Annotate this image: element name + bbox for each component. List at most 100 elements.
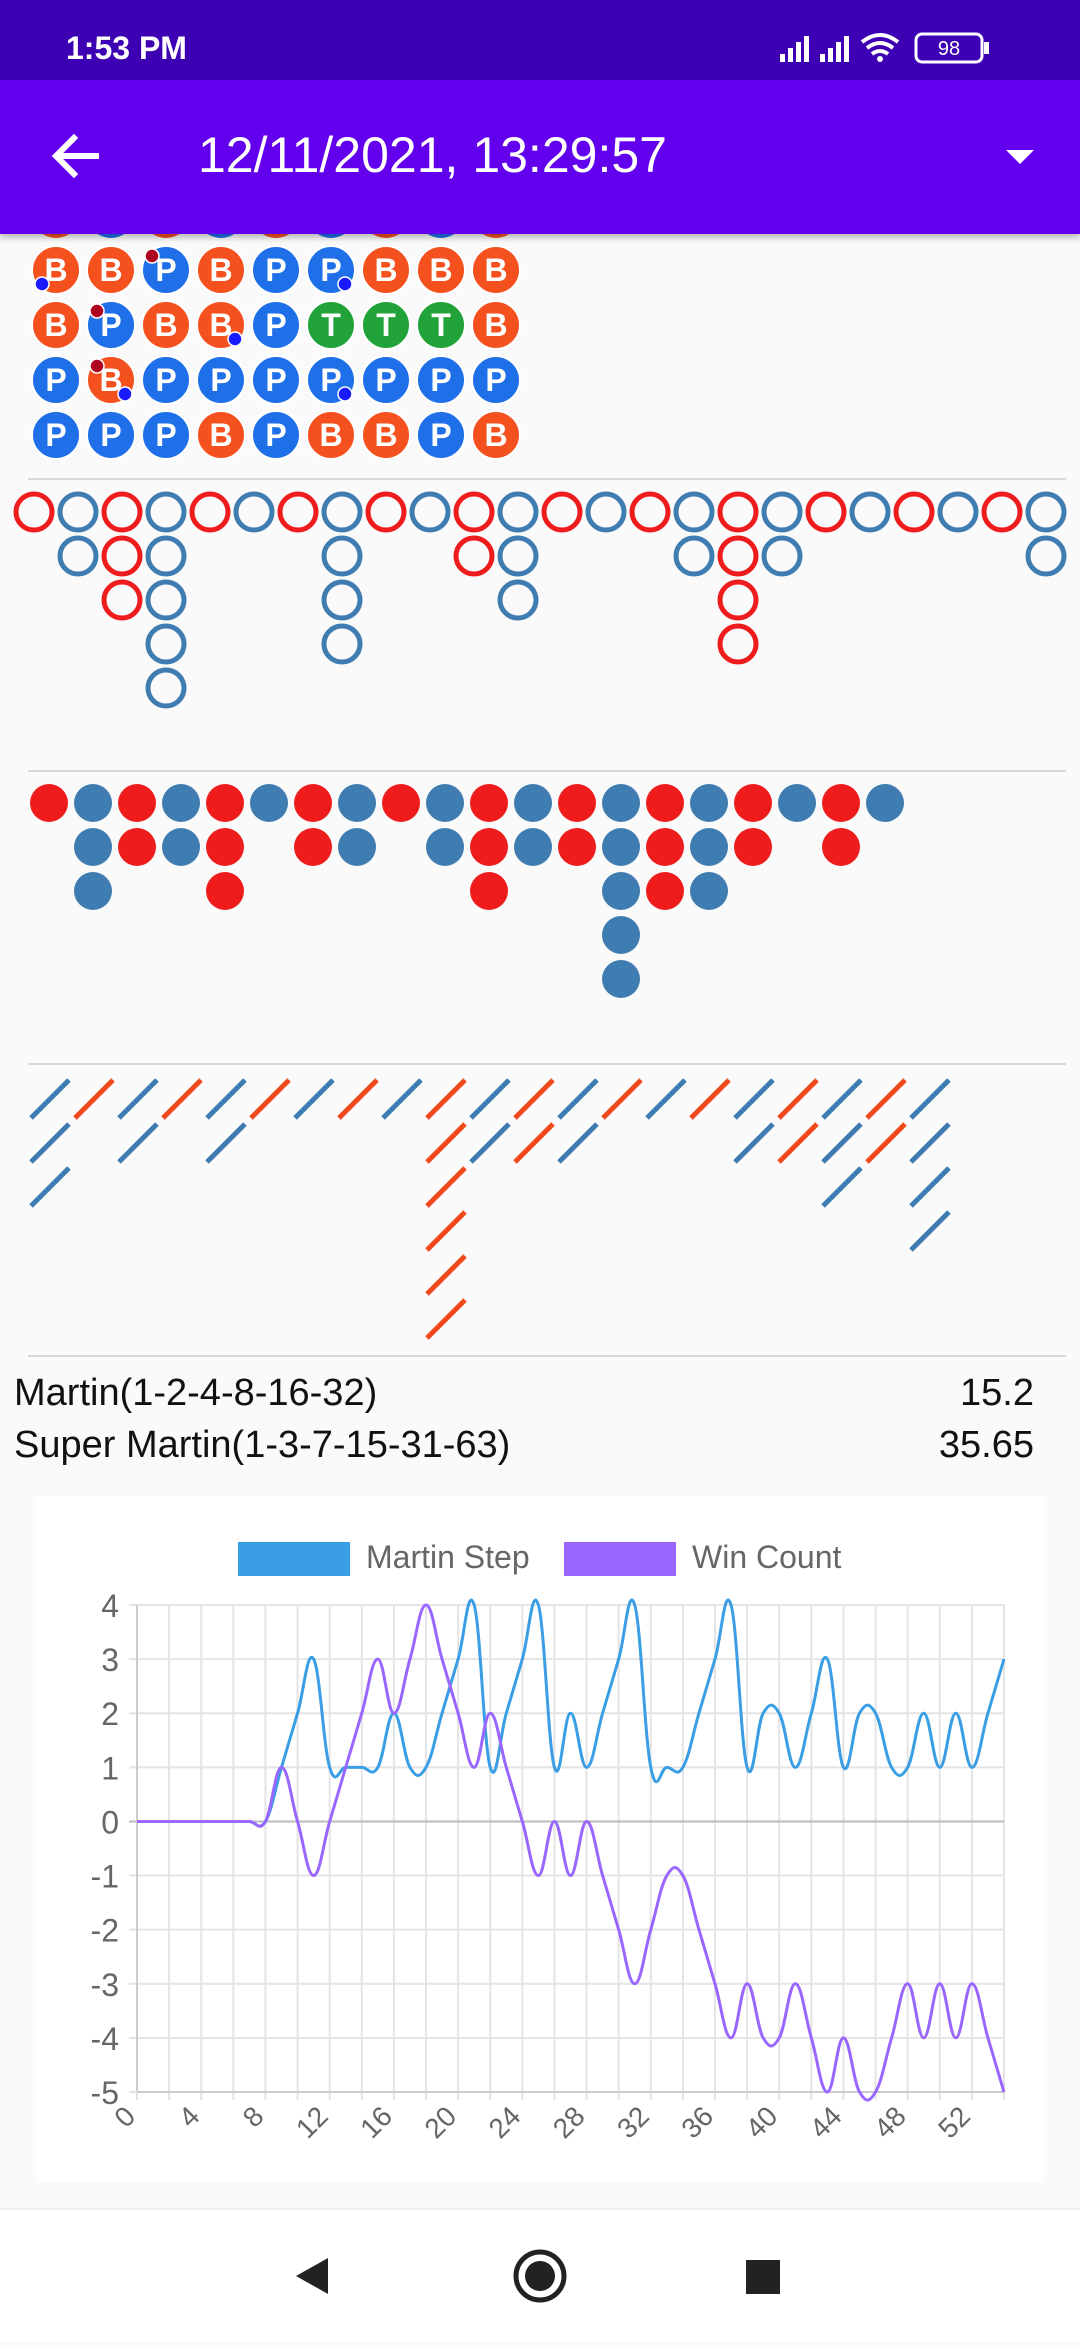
big-eye-ring <box>101 579 143 621</box>
big-eye-ring <box>101 491 143 533</box>
bead-cell: B <box>361 245 411 295</box>
legend-swatch <box>238 1542 350 1576</box>
bead-label: B <box>484 252 507 288</box>
bead-cell: B <box>471 410 521 460</box>
y-tick-label: -2 <box>91 1913 119 1949</box>
cockroach-slash <box>425 1122 467 1164</box>
bead-cell: B <box>416 245 466 295</box>
big-eye-ring <box>145 623 187 665</box>
bead-cell: P <box>251 300 301 350</box>
big-eye-ring <box>321 535 363 577</box>
bead-label: P <box>100 307 121 343</box>
app-bar: 12/11/2021, 13:29:57 <box>0 80 1080 234</box>
small-road-dot <box>338 828 376 866</box>
small-road-dot <box>426 828 464 866</box>
big-eye-ring <box>981 491 1023 533</box>
bead-label: B <box>209 417 232 453</box>
cockroach-slash <box>777 1122 819 1164</box>
cockroach-slash <box>733 1122 775 1164</box>
nav-recents-icon[interactable] <box>746 2260 780 2294</box>
pair-marker <box>34 276 50 292</box>
small-road-dot <box>602 916 640 954</box>
small-road-dot <box>382 784 420 822</box>
legend-label: Win Count <box>692 1539 842 1575</box>
big-eye-ring <box>57 491 99 533</box>
bead-label: B <box>99 362 122 398</box>
bead-cell: T <box>306 300 356 350</box>
bead-label: B <box>44 252 67 288</box>
divider <box>28 1063 1066 1065</box>
cockroach-slash <box>909 1210 951 1252</box>
cockroach-slash <box>909 1122 951 1164</box>
big-eye-ring <box>101 535 143 577</box>
page-title: 12/11/2021, 13:29:57 <box>198 127 667 183</box>
x-tick-label: 36 <box>675 2100 719 2144</box>
cockroach-slash <box>821 1122 863 1164</box>
small-road-dot <box>294 784 332 822</box>
small-road-dot <box>294 828 332 866</box>
small-road-dot <box>778 784 816 822</box>
cockroach-slash <box>337 1078 379 1120</box>
big-eye-ring <box>145 491 187 533</box>
small-road-dot <box>734 784 772 822</box>
stat-label: Martin(1-2-4-8-16-32) <box>14 1372 378 1414</box>
bead-label: P <box>155 362 176 398</box>
x-tick-label: 48 <box>868 2100 912 2144</box>
small-road-dot <box>74 872 112 910</box>
big-eye-ring <box>321 579 363 621</box>
legend-swatch <box>564 1542 676 1576</box>
x-tick-label: 16 <box>354 2100 398 2144</box>
dropdown-arrow-icon[interactable] <box>984 120 1056 192</box>
y-tick-label: -4 <box>91 2021 119 2057</box>
chart-card: Martin Step Win Count 4 3 2 1 0 -1 -2 -3 -4 -5 0 4 8… <box>36 1496 1044 2182</box>
nav-home-icon[interactable] <box>513 2249 567 2303</box>
divider <box>28 1355 1066 1357</box>
bead-label: B <box>154 307 177 343</box>
bead-cell: P <box>416 410 466 460</box>
bead-label: B <box>484 417 507 453</box>
bead-cell: P <box>31 410 81 460</box>
small-road-dot <box>558 828 596 866</box>
big-eye-ring <box>13 491 55 533</box>
small-road-dot <box>118 784 156 822</box>
legend-martin-step[interactable]: Martin Step <box>238 1539 530 1576</box>
series-line-win-count <box>137 1603 1006 2102</box>
pair-marker <box>144 248 160 264</box>
y-tick-label: 2 <box>101 1696 119 1732</box>
big-eye-ring <box>145 667 187 709</box>
cockroach-slash <box>425 1166 467 1208</box>
big-eye-ring <box>453 491 495 533</box>
nav-back-icon[interactable] <box>296 2258 328 2294</box>
cockroach-slash <box>865 1078 907 1120</box>
cockroach-slash <box>645 1078 687 1120</box>
cockroach-slash <box>425 1254 467 1296</box>
bead-label: B <box>429 252 452 288</box>
cockroach-slash <box>425 1298 467 1340</box>
big-eye-ring <box>673 535 715 577</box>
chart-grid <box>129 1604 1005 2100</box>
small-road-dot <box>338 784 376 822</box>
small-road-dot <box>206 784 244 822</box>
cockroach-slash <box>909 1078 951 1120</box>
bead-label: T <box>376 307 396 343</box>
big-eye-ring <box>145 535 187 577</box>
x-tick-label: 24 <box>483 2100 527 2144</box>
small-road-dot <box>646 872 684 910</box>
y-tick-label: 3 <box>101 1642 119 1678</box>
arrow-back-icon[interactable] <box>40 120 112 192</box>
legend-win-count[interactable]: Win Count <box>564 1539 842 1576</box>
bead-cell: B <box>141 300 191 350</box>
small-road-dot <box>426 784 464 822</box>
bead-label: B <box>374 252 397 288</box>
signal-icon <box>820 36 849 62</box>
pair-marker <box>337 386 353 402</box>
y-tick-label: -5 <box>91 2075 119 2111</box>
x-tick-label: 52 <box>932 2100 976 2144</box>
big-eye-ring <box>497 579 539 621</box>
cockroach-slash <box>557 1122 599 1164</box>
cockroach-slash <box>513 1078 555 1120</box>
status-icons: 98 <box>780 32 989 64</box>
bead-cell: T <box>416 300 466 350</box>
bead-label: B <box>99 252 122 288</box>
